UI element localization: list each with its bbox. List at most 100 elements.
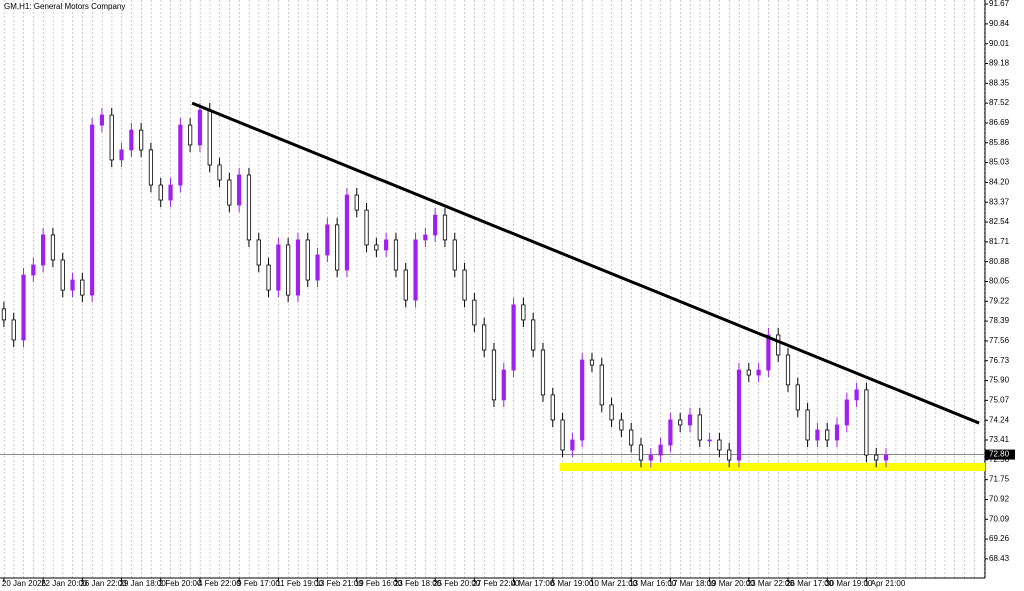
- x-tick-label: 10 Mar 21:00: [590, 579, 638, 588]
- candle-body: [629, 429, 634, 446]
- candle-body: [119, 149, 124, 161]
- trendline: [191, 101, 980, 425]
- candle-body: [433, 214, 438, 236]
- x-tick-label: 20 Jan 2026: [2, 579, 47, 588]
- candle-body: [207, 109, 212, 166]
- candle-body: [99, 114, 105, 126]
- candle-body: [834, 424, 840, 441]
- y-tick-label: 91.67: [989, 0, 1010, 8]
- candle-body: [129, 129, 134, 151]
- candle-body: [472, 299, 477, 326]
- y-tick-label: 68.43: [989, 554, 1010, 563]
- y-tick-label: 90.01: [989, 39, 1010, 48]
- candle-body: [540, 349, 546, 396]
- x-tick-label: 19 Mar 20:00: [708, 579, 756, 588]
- candle-body: [756, 369, 761, 376]
- y-tick-label: 86.69: [989, 118, 1010, 127]
- candle-body: [168, 184, 173, 201]
- y-tick-label: 70.09: [989, 514, 1010, 523]
- candle-body: [874, 454, 879, 461]
- candle-body: [609, 404, 614, 421]
- y-tick-label: 83.37: [989, 197, 1010, 206]
- candle-body: [139, 129, 144, 151]
- y-tick-label: 88.35: [989, 78, 1010, 87]
- x-tick-label: 26 Jan 22:00: [80, 579, 127, 588]
- y-tick-label: 85.86: [989, 138, 1010, 147]
- candle-body: [815, 429, 820, 441]
- candle-body: [589, 359, 595, 366]
- candle-body: [560, 419, 565, 451]
- x-tick-label: 6 Mar 19:00: [551, 579, 594, 588]
- candle-body: [619, 419, 624, 431]
- candle-body: [148, 149, 154, 186]
- candle-body: [531, 319, 536, 351]
- candle-body: [70, 279, 75, 291]
- candle-body: [60, 259, 65, 291]
- candle-body: [452, 239, 457, 271]
- x-tick-label: 17 Mar 18:00: [668, 579, 716, 588]
- x-tick-label: 29 Jan 18:00: [120, 579, 167, 588]
- candle-body: [246, 174, 252, 241]
- y-tick-label: 76.73: [989, 356, 1010, 365]
- candle-body: [501, 369, 506, 401]
- x-tick-label: 11 Feb 19:00: [276, 579, 323, 588]
- candle-body: [825, 429, 830, 441]
- y-tick-label: 69.26: [989, 534, 1010, 543]
- candle-body: [197, 109, 203, 146]
- x-tick-label: 2 Feb 20:00: [159, 579, 202, 588]
- candle-body: [883, 454, 889, 461]
- candle-body: [354, 194, 359, 211]
- current-price-box: [985, 449, 1015, 460]
- candle-body: [286, 244, 291, 296]
- y-tick-label: 82.54: [989, 217, 1010, 226]
- chart-title: GM,H1: General Motors Company: [4, 2, 125, 11]
- candle-body: [776, 334, 781, 356]
- candle-body: [805, 409, 810, 441]
- candle-body: [648, 454, 653, 461]
- x-tick-label: 4 Mar 17:00: [512, 579, 555, 588]
- x-tick-label: 23 Mar 22:00: [747, 579, 795, 588]
- candle-body: [736, 369, 742, 461]
- y-tick-label: 70.92: [989, 495, 1010, 504]
- candle-body: [305, 239, 310, 281]
- y-tick-label: 84.20: [989, 178, 1010, 187]
- y-tick-label: 90.84: [989, 19, 1010, 28]
- y-tick-label: 77.56: [989, 336, 1010, 345]
- candle-body: [511, 304, 516, 371]
- grid-pattern: [0, 0, 985, 578]
- support-zone: [559, 462, 985, 472]
- candle-body: [658, 444, 663, 456]
- candle-body: [227, 179, 232, 206]
- candle-body: [687, 414, 693, 426]
- candle-body: [374, 244, 379, 251]
- candle-body: [384, 239, 389, 251]
- y-tick-label: 71.75: [989, 475, 1010, 484]
- candle-body: [335, 224, 340, 271]
- x-tick-label: 23 Feb 18:00: [394, 579, 442, 588]
- candle-body: [727, 449, 732, 461]
- candle-body: [491, 349, 497, 401]
- candle-body: [413, 239, 418, 301]
- x-tick-label: 26 Mar 17:00: [786, 579, 834, 588]
- y-tick-label: 89.18: [989, 59, 1010, 68]
- candle-body: [80, 279, 85, 296]
- candle-body: [158, 184, 163, 201]
- y-tick-label: 73.41: [989, 435, 1010, 444]
- candle-body: [864, 389, 869, 456]
- x-tick-label: 22 Jan 20:00: [41, 579, 88, 588]
- candle-body: [276, 244, 281, 291]
- x-tick-label: 27 Feb 22:00: [472, 579, 520, 588]
- candle-body: [844, 399, 849, 426]
- candle-body: [599, 364, 604, 406]
- current-price-label: 72.80: [989, 450, 1010, 459]
- candle-body: [31, 264, 36, 276]
- candle-body: [668, 419, 673, 446]
- candle-body: [41, 234, 46, 266]
- x-tick-label: 13 Mar 16:00: [629, 579, 677, 588]
- candle-body: [256, 239, 261, 266]
- y-tick-label: 80.05: [989, 277, 1010, 286]
- candle-body: [315, 254, 320, 281]
- candle-body: [403, 269, 408, 301]
